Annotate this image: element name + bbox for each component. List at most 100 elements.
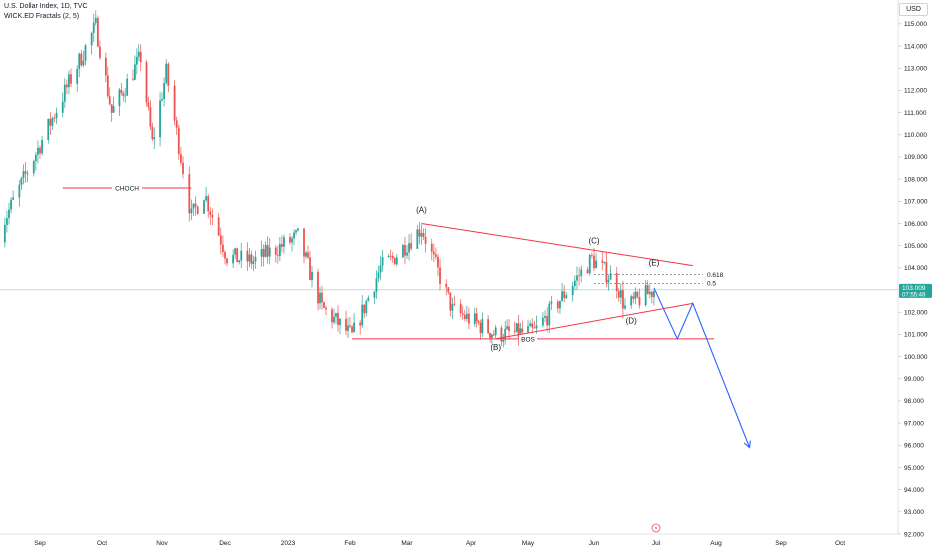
candle-body	[605, 262, 608, 283]
wave-label: (B)	[490, 343, 501, 352]
candle-body	[276, 254, 279, 256]
candle-body	[365, 301, 368, 314]
candle-body	[465, 313, 468, 319]
candle-body	[319, 292, 321, 304]
candle-body	[264, 245, 267, 257]
candle-body	[289, 237, 291, 243]
price-tick-label: 96.000	[904, 443, 924, 450]
price-tick-label: 101.000	[904, 332, 928, 339]
time-tick-label: Nov	[156, 540, 168, 547]
last-price-badge	[899, 283, 932, 298]
candle-body	[367, 297, 370, 302]
candle-body	[391, 255, 394, 259]
time-tick-label: Apr	[466, 540, 477, 547]
candle-body	[209, 211, 212, 216]
candle-body	[219, 235, 222, 245]
candle-body	[108, 96, 111, 105]
candle-body	[61, 101, 64, 113]
time-tick-label: May	[522, 540, 535, 547]
candle-body	[588, 254, 591, 274]
candle-body	[80, 53, 83, 66]
candle-body	[373, 291, 376, 298]
price-tick-label: 108.000	[904, 176, 928, 183]
indicator-label[interactable]: WICK.ED Fractals (2, 5)	[4, 13, 80, 20]
candle-body	[432, 251, 435, 255]
time-tick-label: Sep	[34, 540, 46, 547]
candle-body	[491, 334, 493, 338]
price-tick-label: 115.000	[904, 21, 927, 28]
candle-body	[387, 255, 390, 258]
candle-body	[363, 304, 366, 314]
candle-body	[517, 323, 520, 337]
wave-label: (C)	[588, 236, 599, 245]
time-axis[interactable]: Sep Oct Nov Dec 2023 Feb Mar Apr May Jun Jul Aug Sep…	[34, 540, 845, 547]
price-tick-label: 113.000	[904, 66, 927, 73]
candle-body	[453, 303, 456, 305]
candle-body	[92, 22, 95, 34]
candle-body	[550, 301, 553, 304]
price-axis[interactable]: 115.000 114.000 113.000 112.000 111.000 110.0…	[898, 21, 932, 538]
candle-body	[260, 249, 263, 257]
candle-body	[515, 323, 518, 332]
candle-body	[283, 237, 285, 247]
candle-body	[124, 95, 127, 97]
candle-body	[262, 249, 265, 257]
candle-body	[205, 196, 207, 201]
candle-body	[268, 247, 271, 257]
candle-body	[112, 106, 115, 113]
price-tick-label: 99.000	[904, 376, 924, 383]
candle-body	[580, 269, 583, 276]
wave-label: (A)	[416, 205, 427, 214]
candle-body	[135, 56, 138, 65]
candle-body	[381, 257, 384, 266]
candle-body	[161, 98, 163, 101]
candle-body	[118, 89, 121, 107]
time-tick-label: Oct	[835, 540, 845, 547]
candle-body	[500, 327, 503, 342]
candle-body	[335, 313, 337, 317]
candle-body	[96, 17, 99, 47]
candle-body	[529, 323, 532, 327]
candle-body	[3, 224, 6, 243]
price-tick-label: 102.000	[904, 310, 928, 317]
candle-body	[508, 326, 510, 332]
candle-body	[317, 271, 319, 304]
candle-body	[527, 326, 529, 333]
candle-body	[238, 260, 241, 263]
candle-body	[347, 325, 349, 331]
candle-body	[51, 117, 54, 126]
candle-body	[648, 291, 651, 295]
candle-body	[630, 296, 633, 306]
candle-body	[196, 206, 199, 214]
candle-body	[226, 258, 228, 264]
candle-body	[122, 92, 125, 96]
candle-body	[408, 243, 410, 253]
time-tick-label: Oct	[97, 540, 107, 547]
time-tick-label: Dec	[219, 540, 231, 547]
time-tick-label: Jul	[652, 540, 661, 547]
candle-body	[531, 323, 534, 328]
candle-body	[192, 203, 195, 209]
time-tick-label: Mar	[401, 540, 413, 547]
candle-body	[519, 328, 522, 337]
candle-body	[18, 184, 21, 198]
candle-body	[565, 295, 568, 299]
price-tick-label: 94.000	[904, 487, 924, 494]
candle-body	[188, 174, 191, 214]
candle-body	[487, 319, 489, 333]
currency-selector[interactable]: USD	[899, 3, 928, 16]
candle-body	[607, 279, 610, 283]
candle-body	[573, 280, 576, 286]
candle-body	[402, 245, 404, 258]
candle-body	[250, 254, 253, 264]
candle-body	[222, 244, 224, 252]
candle-body	[55, 112, 58, 119]
candle-body	[359, 322, 362, 326]
candle-body	[104, 57, 107, 76]
bos-label: BOS	[521, 336, 535, 343]
price-tick-label: 107.000	[904, 199, 928, 206]
time-tick-label: Sep	[775, 540, 787, 547]
candle-body	[24, 171, 27, 174]
